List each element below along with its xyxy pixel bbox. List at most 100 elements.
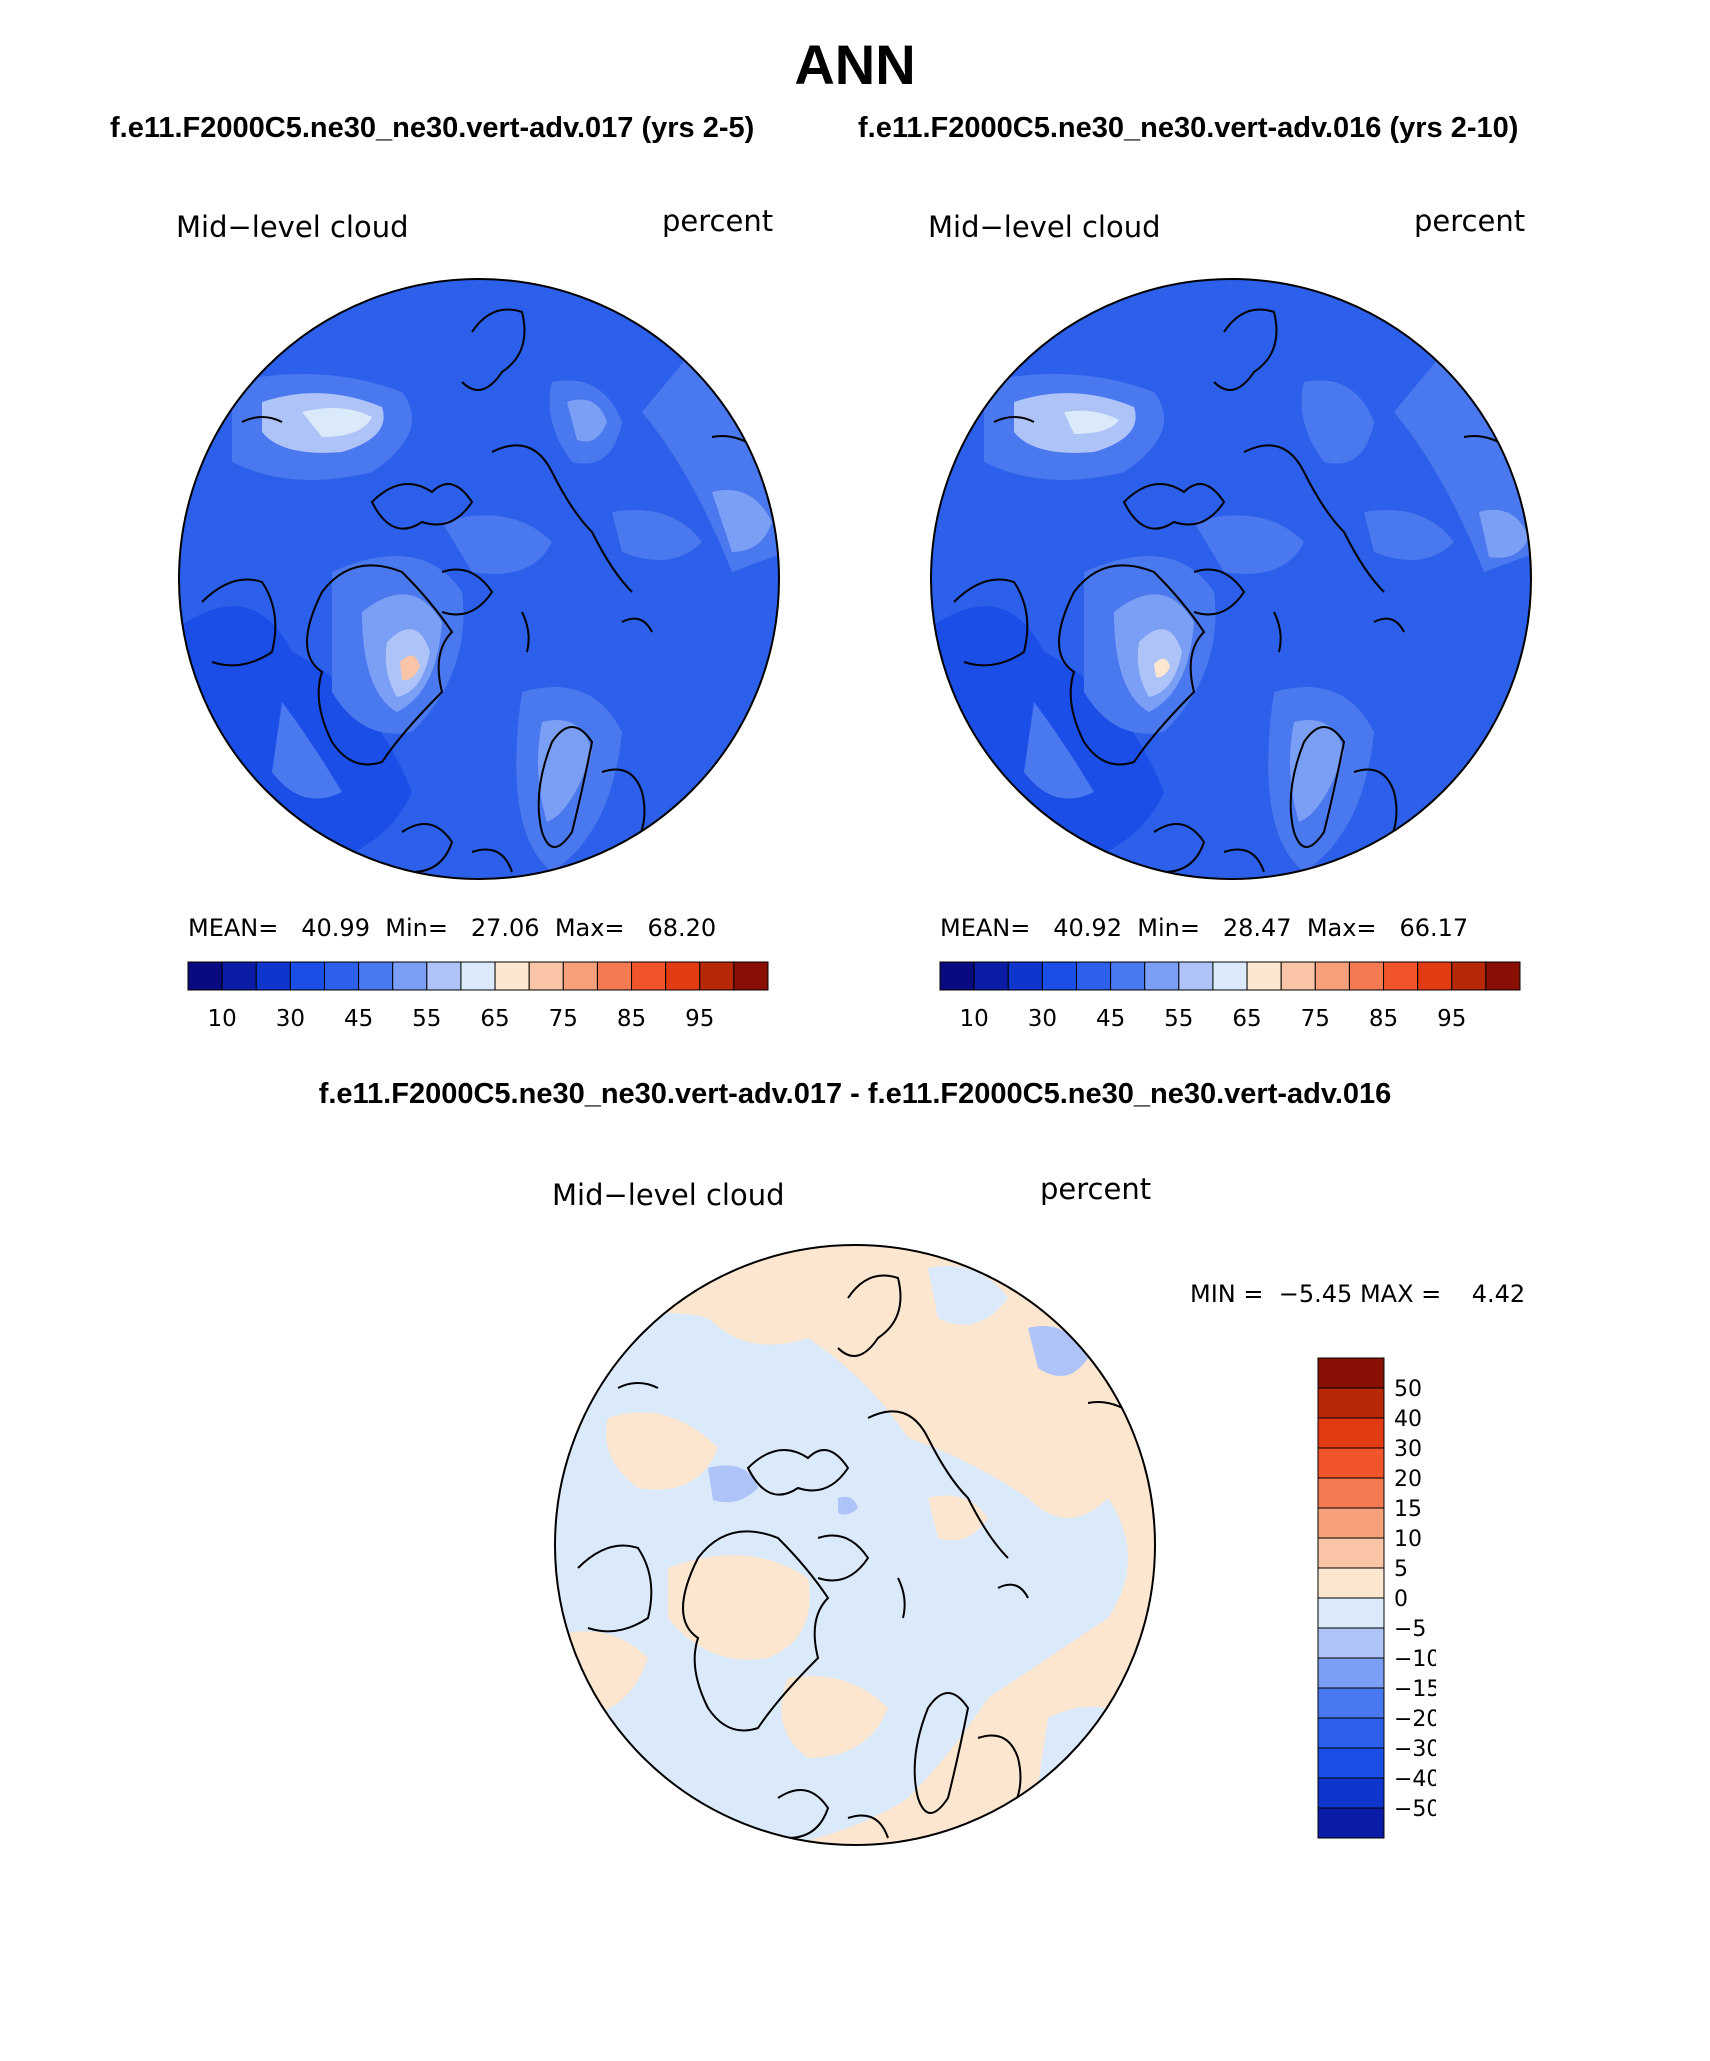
colorbar-tick-label: 40 — [1394, 1407, 1422, 1432]
colorbar-swatch — [699, 961, 735, 991]
colorbar-tick-label: 85 — [617, 1006, 646, 1032]
colorbar-swatch — [1317, 1777, 1385, 1809]
right-max-value: 66.17 — [1399, 914, 1469, 942]
right-variable-label: Mid−level cloud — [928, 210, 1161, 244]
colorbar-swatch — [528, 961, 564, 991]
colorbar-tick-label: −50 — [1394, 1797, 1436, 1822]
colorbar-swatch — [1246, 961, 1282, 991]
right-mean-label: MEAN= — [940, 914, 1031, 942]
difference-polar-map — [554, 1244, 1156, 1846]
colorbar-swatch — [562, 961, 598, 991]
figure-title: ANN — [794, 33, 916, 96]
colorbar-tick-label: 50 — [1394, 1377, 1422, 1402]
left-min-label: Min= — [385, 914, 448, 942]
colorbar-tick-label: −15 — [1394, 1677, 1436, 1702]
colorbar-swatch — [1280, 961, 1316, 991]
colorbar-swatch — [1144, 961, 1180, 991]
colorbar-swatch — [221, 961, 257, 991]
colorbar-swatch — [494, 961, 530, 991]
colorbar-tick-label: 45 — [344, 1006, 373, 1032]
colorbar-tick-label: 95 — [1437, 1006, 1466, 1032]
colorbar-tick-label: 55 — [412, 1006, 441, 1032]
left-case-title: f.e11.F2000C5.ne30_ne30.vert-adv.017 (yr… — [110, 112, 755, 144]
left-mean-value: 40.99 — [301, 914, 370, 942]
colorbar-swatch — [1383, 961, 1419, 991]
colorbar-tick-label: −5 — [1394, 1617, 1426, 1642]
colorbar-swatch — [1317, 1417, 1385, 1449]
colorbar-tick-label: 65 — [480, 1006, 509, 1032]
colorbar-tick-label: 10 — [959, 1006, 988, 1032]
left-mean-label: MEAN= — [188, 914, 279, 942]
diff-max-label: MAX = — [1359, 1280, 1442, 1308]
left-max-label: Max= — [554, 914, 625, 942]
colorbar-tick-label: 85 — [1369, 1006, 1398, 1032]
right-max-label: Max= — [1306, 914, 1377, 942]
colorbar-swatch — [939, 961, 975, 991]
colorbar-swatch — [665, 961, 701, 991]
diff-min-value: −5.45 — [1278, 1280, 1353, 1308]
colorbar-tick-label: 10 — [1394, 1527, 1422, 1552]
colorbar-swatch — [1348, 961, 1385, 991]
colorbar-swatch — [1485, 961, 1521, 991]
difference-title: f.e11.F2000C5.ne30_ne30.vert-adv.017 - f… — [318, 1078, 1392, 1110]
colorbar-tick-label: 10 — [207, 1006, 236, 1032]
colorbar-swatch — [392, 961, 428, 991]
left-min-value: 27.06 — [470, 914, 540, 942]
colorbar-swatch — [460, 961, 496, 991]
colorbar-swatch — [1317, 1717, 1385, 1749]
right-case-title: f.e11.F2000C5.ne30_ne30.vert-adv.016 (yr… — [858, 112, 1519, 144]
colorbar-swatch — [1007, 961, 1043, 991]
colorbar-swatch — [1317, 1477, 1385, 1509]
colorbar-tick-label: 30 — [1394, 1437, 1422, 1462]
colorbar-swatch — [255, 961, 291, 991]
colorbar-swatch — [1317, 1357, 1385, 1389]
colorbar-swatch — [1110, 961, 1146, 991]
colorbar-tick-label: 15 — [1394, 1497, 1422, 1522]
left-units-label: percent — [662, 204, 774, 238]
colorbar-swatch — [1417, 961, 1453, 991]
left-max-value: 68.20 — [647, 914, 717, 942]
colorbar-swatch — [1317, 1567, 1385, 1599]
right-stats: MEAN= 40.92 Min= 28.47 Max= 66.17 — [940, 914, 1468, 942]
colorbar-tick-label: 5 — [1394, 1557, 1408, 1582]
colorbar-swatch — [1317, 1627, 1385, 1659]
colorbar-swatch — [1041, 961, 1077, 991]
colorbar-tick-label: 95 — [685, 1006, 714, 1032]
right-mean-value: 40.92 — [1053, 914, 1122, 942]
colorbar-swatch — [1212, 961, 1248, 991]
colorbar-tick-label: 30 — [276, 1006, 305, 1032]
right-min-value: 28.47 — [1222, 914, 1292, 942]
diff-stats: MIN = −5.45 MAX = 4.42 — [1190, 1280, 1525, 1308]
left-polar-map — [178, 278, 780, 880]
colorbar-swatch — [1317, 1537, 1385, 1569]
colorbar-swatch — [323, 961, 360, 991]
colorbar-swatch — [426, 961, 462, 991]
colorbar-swatch — [1317, 1687, 1385, 1719]
colorbar-swatch — [1317, 1597, 1385, 1629]
colorbar-tick-label: 75 — [549, 1006, 578, 1032]
colorbar-tick-label: 45 — [1096, 1006, 1125, 1032]
colorbar-swatch — [1317, 1387, 1385, 1419]
colorbar-tick-label: 20 — [1394, 1467, 1422, 1492]
colorbar-swatch — [1317, 1807, 1385, 1839]
colorbar-tick-label: −30 — [1394, 1737, 1436, 1762]
colorbar-tick-label: 75 — [1301, 1006, 1330, 1032]
diff-min-label: MIN = — [1190, 1280, 1264, 1308]
colorbar-tick-label: 55 — [1164, 1006, 1193, 1032]
right-polar-map — [930, 278, 1532, 880]
right-min-label: Min= — [1137, 914, 1200, 942]
colorbar-swatch — [1178, 961, 1214, 991]
colorbar-tick-label: 0 — [1394, 1587, 1408, 1612]
left-colorbar: 10 30 45 55 65 75 85 95 — [187, 961, 769, 1032]
colorbar-tick-label: −20 — [1394, 1707, 1436, 1732]
diff-units-label: percent — [1040, 1172, 1152, 1206]
colorbar-swatch — [1317, 1447, 1385, 1479]
colorbar-swatch — [1317, 1657, 1385, 1689]
colorbar-swatch — [1075, 961, 1112, 991]
left-variable-label: Mid−level cloud — [176, 210, 409, 244]
diff-variable-label: Mid−level cloud — [552, 1178, 785, 1212]
colorbar-swatch — [1317, 1507, 1385, 1539]
colorbar-swatch — [358, 961, 394, 991]
colorbar-swatch — [596, 961, 633, 991]
colorbar-swatch — [973, 961, 1009, 991]
